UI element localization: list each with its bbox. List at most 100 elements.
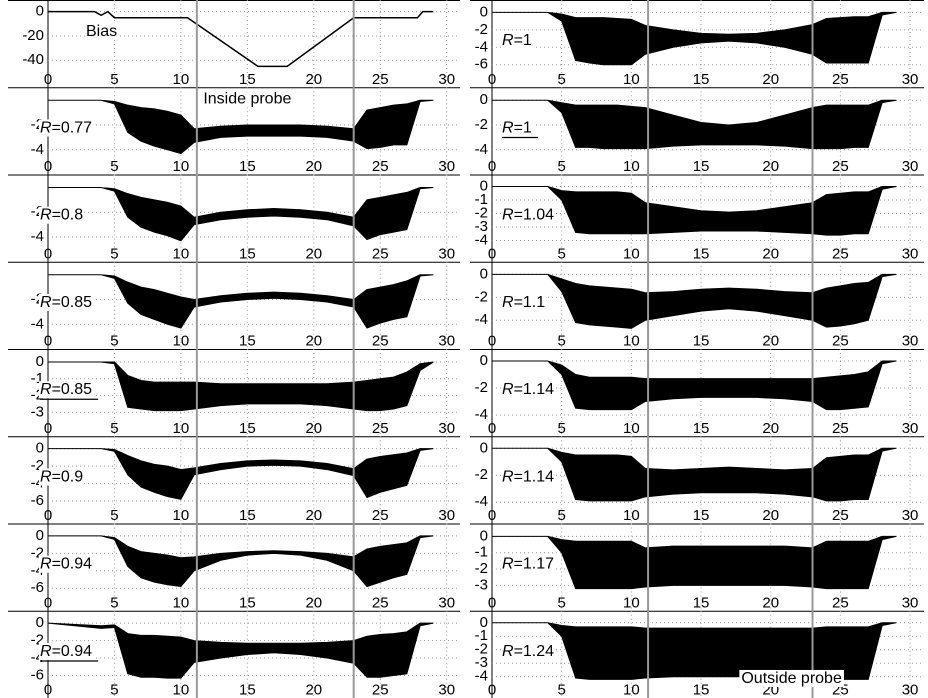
x-tick-label: 30 [438,594,455,611]
panel-label: R=1 [502,119,532,136]
y-tick-label: -20 [22,27,44,44]
x-tick-label: 25 [832,245,849,262]
signal-envelope [492,99,897,150]
x-tick-label: 15 [239,333,256,350]
x-tick-label: 15 [693,245,710,262]
x-tick-label: 30 [902,594,919,611]
x-tick-label: 25 [832,507,849,524]
x-tick-label: 5 [110,420,118,437]
signal-envelope [492,535,897,590]
y-tick-label: 0 [480,352,488,369]
x-tick-label: 0 [44,420,52,437]
x-tick-label: 15 [693,158,710,175]
x-tick-label: 10 [623,158,640,175]
x-tick-label: 5 [110,682,118,698]
y-tick-label: -3 [475,576,488,593]
y-tick-label: -3 [475,218,488,235]
y-tick-label: 0 [36,614,44,631]
panel-label: R=1.17 [502,556,554,573]
signal-envelope [47,622,434,679]
x-tick-label: 10 [173,507,190,524]
y-tick-label: -4 [31,228,44,245]
panel-label: R=0.85 [40,381,92,398]
x-tick-label: 15 [693,420,710,437]
panel-label: R=0.9 [40,468,83,485]
x-tick-label: 10 [173,158,190,175]
x-tick-label: 20 [305,71,322,88]
x-tick-label: 15 [693,507,710,524]
y-tick-label: -6 [31,579,44,596]
y-tick-label: -3 [475,654,488,671]
x-tick-label: 10 [173,682,190,698]
panel-label: R=0.8 [40,207,83,224]
panel-label: R=0.77 [40,119,92,136]
signal-envelope [492,11,897,66]
y-tick-label: 0 [480,527,488,544]
x-tick-label: 5 [558,71,566,88]
signal-envelope [492,447,897,502]
x-tick-label: 25 [372,158,389,175]
y-tick-label: -4 [475,406,488,423]
x-tick-label: 15 [693,333,710,350]
x-tick-label: 30 [902,158,919,175]
panel-label: R=1.24 [502,643,554,660]
x-tick-label: 25 [372,682,389,698]
x-tick-label: 30 [438,420,455,437]
label-bg [39,642,94,660]
y-tick-label: -2 [475,641,488,658]
panel-label: R=1.1 [502,294,545,311]
x-tick-label: 30 [902,333,919,350]
annotation: Outside probe [741,670,842,687]
x-tick-label: 25 [832,594,849,611]
x-tick-label: 15 [239,507,256,524]
x-tick-label: 0 [44,594,52,611]
x-tick-label: 25 [372,594,389,611]
y-tick-label: 0 [480,91,488,108]
y-tick-label: -2 [475,204,488,221]
x-tick-label: 5 [558,158,566,175]
signal-envelope [492,273,897,329]
x-tick-label: 30 [438,682,455,698]
x-tick-label: 0 [488,71,496,88]
y-tick-label: 0 [36,3,44,20]
x-tick-label: 0 [44,682,52,698]
x-tick-label: 20 [762,594,779,611]
x-tick-label: 5 [558,682,566,698]
x-tick-label: 0 [488,420,496,437]
y-tick-label: -6 [31,666,44,683]
x-tick-label: 15 [239,245,256,262]
x-tick-label: 30 [438,507,455,524]
y-tick-label: -40 [22,51,44,68]
y-tick-label: -2 [475,116,488,133]
signal-envelope [48,535,434,588]
x-tick-label: 10 [173,333,190,350]
x-tick-label: 25 [372,507,389,524]
y-tick-label: -4 [475,311,488,328]
x-tick-label: 0 [44,245,52,262]
x-tick-label: 10 [623,507,640,524]
y-tick-label: -4 [475,668,488,685]
x-tick-label: 25 [832,71,849,88]
x-tick-label: 10 [173,594,190,611]
x-tick-label: 30 [902,507,919,524]
x-tick-label: 0 [44,507,52,524]
x-tick-label: 10 [623,682,640,698]
y-tick-label: 0 [480,178,488,195]
signal-envelope [48,274,434,329]
label-bg [39,468,85,486]
signal-envelope [492,360,897,411]
x-tick-label: 5 [558,507,566,524]
x-tick-label: 5 [110,594,118,611]
x-tick-label: 20 [762,158,779,175]
y-tick-label: -2 [475,288,488,305]
x-tick-label: 15 [239,71,256,88]
x-tick-label: 20 [762,333,779,350]
x-tick-label: 30 [902,245,919,262]
x-tick-label: 10 [623,420,640,437]
y-tick-label: -4 [31,141,44,158]
x-tick-label: 5 [110,245,118,262]
panel-label: R=0.94 [40,556,92,573]
y-tick-label: -2 [475,21,488,38]
y-tick-label: 0 [36,440,44,457]
